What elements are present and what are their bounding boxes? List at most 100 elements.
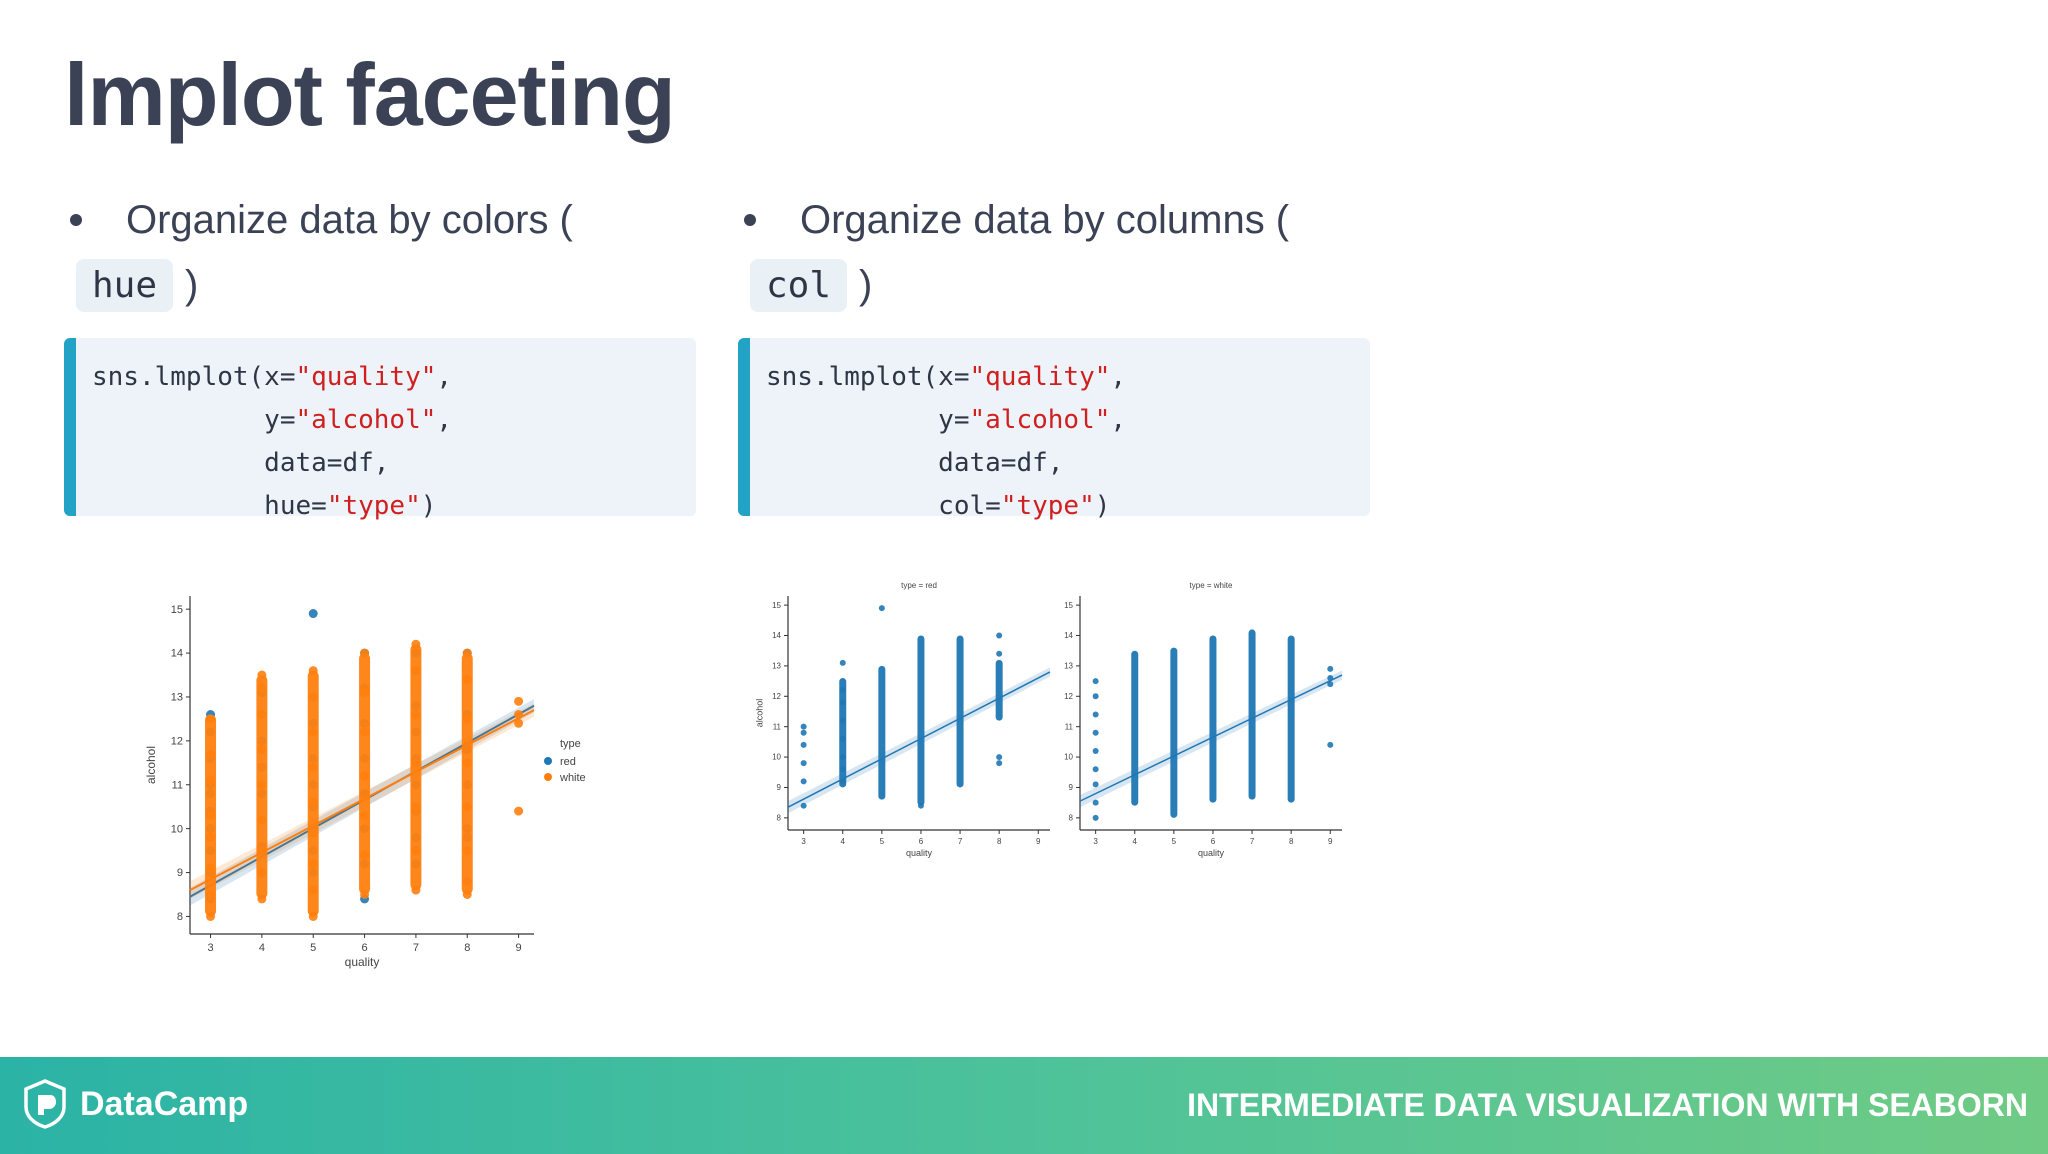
data-point — [411, 802, 421, 812]
y-tick-label: 8 — [177, 911, 183, 923]
data-point — [800, 741, 807, 748]
data-point — [206, 832, 216, 842]
data-point — [308, 797, 318, 807]
code-line: col="type") — [766, 485, 1354, 528]
data-point — [839, 699, 846, 706]
x-tick-label: 6 — [1211, 837, 1216, 846]
code-line: y="alcohol", — [766, 399, 1354, 442]
x-tick-label: 4 — [1133, 837, 1138, 846]
hue-lmplot-chart: 3 4 5 6 7 8 9 8 9 10 11 12 13 14 15 quality alcohol type r… — [144, 596, 586, 969]
code-token: , — [436, 405, 453, 435]
y-tick-label: 13 — [171, 692, 183, 704]
col-lmplot-red-panel: 3 4 5 6 7 8 9 8 9 10 11 12 13 14 15 quality alcohol type … — [754, 581, 1051, 858]
datacamp-logo: DataCamp — [22, 1079, 248, 1129]
data-point — [839, 717, 846, 724]
data-point — [1327, 665, 1334, 672]
data-point — [839, 735, 846, 742]
code-line: data=df, — [766, 442, 1354, 485]
data-point — [308, 859, 318, 869]
data-point — [257, 670, 267, 680]
data-point — [308, 692, 318, 702]
data-point — [411, 885, 421, 895]
dense-point-column — [1170, 647, 1178, 818]
data-point — [996, 650, 1003, 657]
y-tick-label: 8 — [1069, 814, 1074, 823]
data-point — [206, 749, 216, 759]
data-point — [360, 727, 370, 737]
data-point — [257, 683, 267, 693]
data-point — [839, 766, 846, 773]
x-tick-label: 9 — [1036, 837, 1041, 846]
code-string: "type" — [326, 491, 421, 521]
code-string: "alcohol" — [969, 405, 1111, 435]
dense-point-column — [839, 678, 847, 788]
right-bullet-text: Organize data by columns ( — [800, 198, 1290, 242]
data-point — [206, 810, 216, 820]
data-point — [996, 754, 1003, 761]
y-tick-label: 10 — [1064, 753, 1073, 762]
data-point — [1327, 741, 1334, 748]
data-point — [257, 710, 267, 720]
data-point — [360, 889, 370, 899]
data-point — [839, 687, 846, 694]
code-line: hue="type") — [92, 485, 680, 528]
bullet-dot — [70, 214, 82, 226]
dense-point-column — [461, 653, 473, 895]
x-axis-label: quality — [1198, 848, 1225, 858]
y-tick-label: 15 — [772, 601, 781, 610]
data-point — [308, 609, 318, 619]
code-line: y="alcohol", — [92, 399, 680, 442]
legend-title: type — [560, 738, 581, 750]
x-tick-label: 5 — [1172, 837, 1177, 846]
legend-label: red — [560, 756, 576, 768]
y-tick-label: 10 — [772, 753, 781, 762]
x-tick-label: 4 — [259, 942, 265, 954]
dense-point-column — [1131, 650, 1139, 806]
x-axis-label: quality — [906, 848, 933, 858]
y-tick-label: 14 — [772, 631, 781, 640]
regression-line — [1079, 674, 1343, 802]
y-axis-label: alcohol — [144, 746, 158, 784]
slide-title: lmplot faceting — [64, 45, 676, 144]
code-token: sns.lmplot(x= — [92, 362, 296, 392]
data-point — [411, 710, 421, 720]
data-point — [514, 806, 524, 816]
course-title: INTERMEDIATE DATA VISUALIZATION WITH SEA… — [1187, 1087, 2028, 1123]
dense-point-column — [1287, 635, 1295, 803]
data-point — [411, 666, 421, 676]
y-tick-label: 15 — [171, 604, 183, 616]
data-point — [514, 696, 524, 706]
x-tick-label: 3 — [207, 942, 213, 954]
data-point — [800, 723, 807, 730]
code-token: , — [436, 362, 453, 392]
x-tick-label: 6 — [362, 942, 368, 954]
code-string: "type" — [1000, 491, 1095, 521]
code-token: ) — [420, 491, 437, 521]
y-tick-label: 11 — [172, 779, 183, 791]
code-token: sns.lmplot(x= — [766, 362, 970, 392]
x-tick-label: 5 — [880, 837, 885, 846]
data-point — [800, 802, 807, 809]
y-tick-label: 13 — [772, 662, 781, 671]
data-point — [800, 778, 807, 785]
x-tick-label: 8 — [997, 837, 1002, 846]
left-bullet-continuation: hue ) — [64, 252, 696, 318]
code-token: data=df, — [766, 448, 1064, 478]
x-axis-label: quality — [345, 955, 380, 969]
code-string: "alcohol" — [295, 405, 437, 435]
x-tick-label: 7 — [413, 942, 419, 954]
data-point — [411, 639, 421, 649]
code-token: hue= — [92, 491, 327, 521]
data-point — [360, 810, 370, 820]
legend: type red white — [544, 738, 586, 784]
dense-point-column — [956, 635, 964, 788]
dense-point-column — [917, 635, 925, 806]
x-tick-label: 4 — [841, 837, 846, 846]
y-tick-label: 9 — [177, 867, 183, 879]
data-point — [514, 718, 524, 728]
code-line: sns.lmplot(x="quality", — [92, 356, 680, 399]
left-bullet: Organize data by colors ( — [64, 188, 696, 252]
data-point — [257, 745, 267, 755]
data-point — [462, 846, 472, 856]
datacamp-shield-icon — [24, 1079, 66, 1129]
